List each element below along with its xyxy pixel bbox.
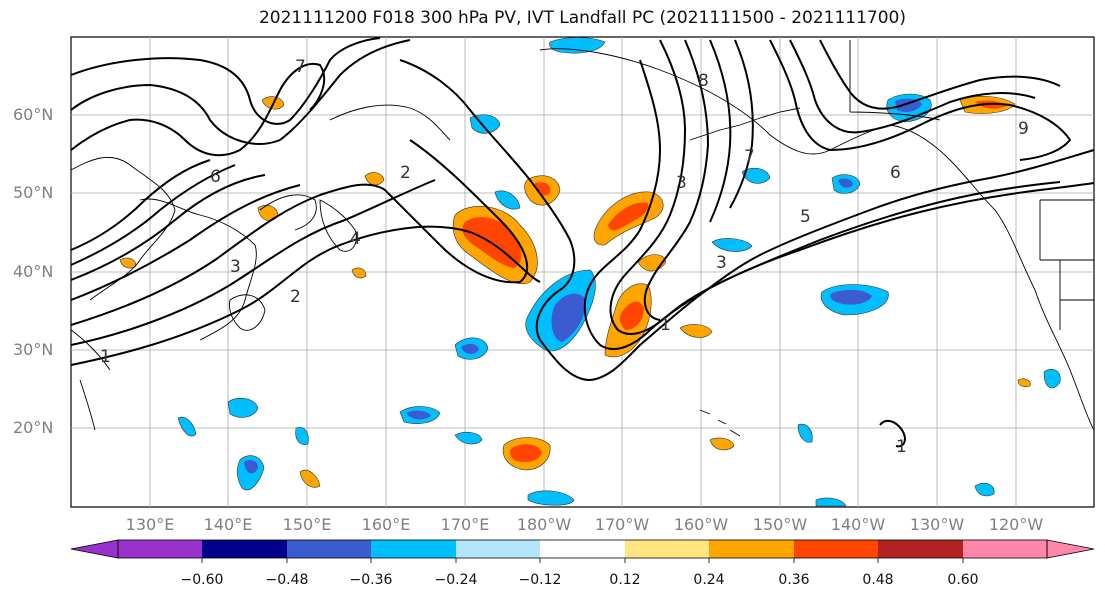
colorbar-segment [963, 540, 1047, 558]
contour-label: 6 [890, 163, 901, 183]
colorbar [70, 539, 1095, 563]
colorbar-segment [118, 540, 203, 558]
contour-label: 3 [676, 173, 687, 193]
colorbar-tick-label: −0.60 [180, 572, 224, 588]
lon-label: 130°W [909, 515, 965, 534]
lat-label: 30°N [13, 340, 54, 359]
contour-label: 3 [230, 257, 241, 277]
pv-contours [70, 37, 1095, 448]
colorbar-segment [540, 540, 625, 558]
contour-label: 6 [210, 167, 221, 187]
colorbar-tick-label: −0.48 [265, 572, 309, 588]
colorbar-tick-label: 0.24 [693, 572, 725, 588]
contour-label: 2 [290, 287, 301, 307]
lon-label: 160°W [673, 515, 729, 534]
colorbar-tick-label: −0.24 [434, 572, 478, 588]
lat-label: 50°N [13, 183, 54, 202]
colorbar-tick-label: 0.48 [862, 572, 894, 588]
colorbar-segment [70, 539, 119, 559]
lon-label: 180°W [516, 515, 572, 534]
contour-label: 1 [896, 437, 907, 457]
contour-label: 1 [660, 315, 671, 335]
lon-label: 170°E [440, 515, 490, 534]
lon-label: 120°W [988, 515, 1044, 534]
contour-label: 9 [1018, 119, 1029, 139]
contour-label: 3 [716, 253, 727, 273]
lon-label: 140°W [830, 515, 886, 534]
graticule [71, 37, 1094, 507]
colorbar-segment [794, 540, 879, 558]
contour-labels: 1 2 3 4 5 6 7 8 9 1 2 3 3 6 7 1 [100, 57, 1029, 457]
colorbar-segment [202, 540, 287, 558]
colorbar-tick-label: 0.12 [609, 572, 641, 588]
colorbar-tick-label: 0.60 [947, 572, 979, 588]
colorbar-tick-label: −0.12 [518, 572, 562, 588]
lon-label: 150°W [752, 515, 808, 534]
ivt-anomaly-fill [119, 37, 1061, 507]
contour-label: 5 [800, 207, 811, 227]
contour-label: 2 [400, 163, 411, 183]
colorbar-segment [878, 540, 963, 558]
colorbar-segment [709, 540, 794, 558]
lat-label: 40°N [13, 262, 54, 281]
colorbar-segment [1046, 539, 1095, 559]
colorbar-tick-label: −0.36 [349, 572, 393, 588]
lat-label: 60°N [13, 105, 54, 124]
colorbar-segment [287, 540, 372, 558]
coastlines [70, 40, 1095, 437]
contour-label: 7 [744, 147, 755, 167]
lon-label: 170°W [594, 515, 650, 534]
contour-label: 4 [350, 229, 361, 249]
lon-label: 150°E [282, 515, 332, 534]
colorbar-segment [456, 540, 541, 558]
lon-label: 130°E [125, 515, 175, 534]
lat-label: 20°N [13, 418, 54, 437]
colorbar-segment [625, 540, 710, 558]
colorbar-tick-label: 0.36 [778, 572, 810, 588]
colorbar-segment [371, 540, 456, 558]
lon-label: 140°E [203, 515, 253, 534]
map-title: 2021111200 F018 300 hPa PV, IVT Landfall… [258, 8, 906, 28]
contour-label: 1 [100, 347, 111, 367]
lon-label: 160°E [361, 515, 411, 534]
contour-label: 8 [698, 71, 709, 91]
contour-label: 7 [295, 57, 306, 77]
